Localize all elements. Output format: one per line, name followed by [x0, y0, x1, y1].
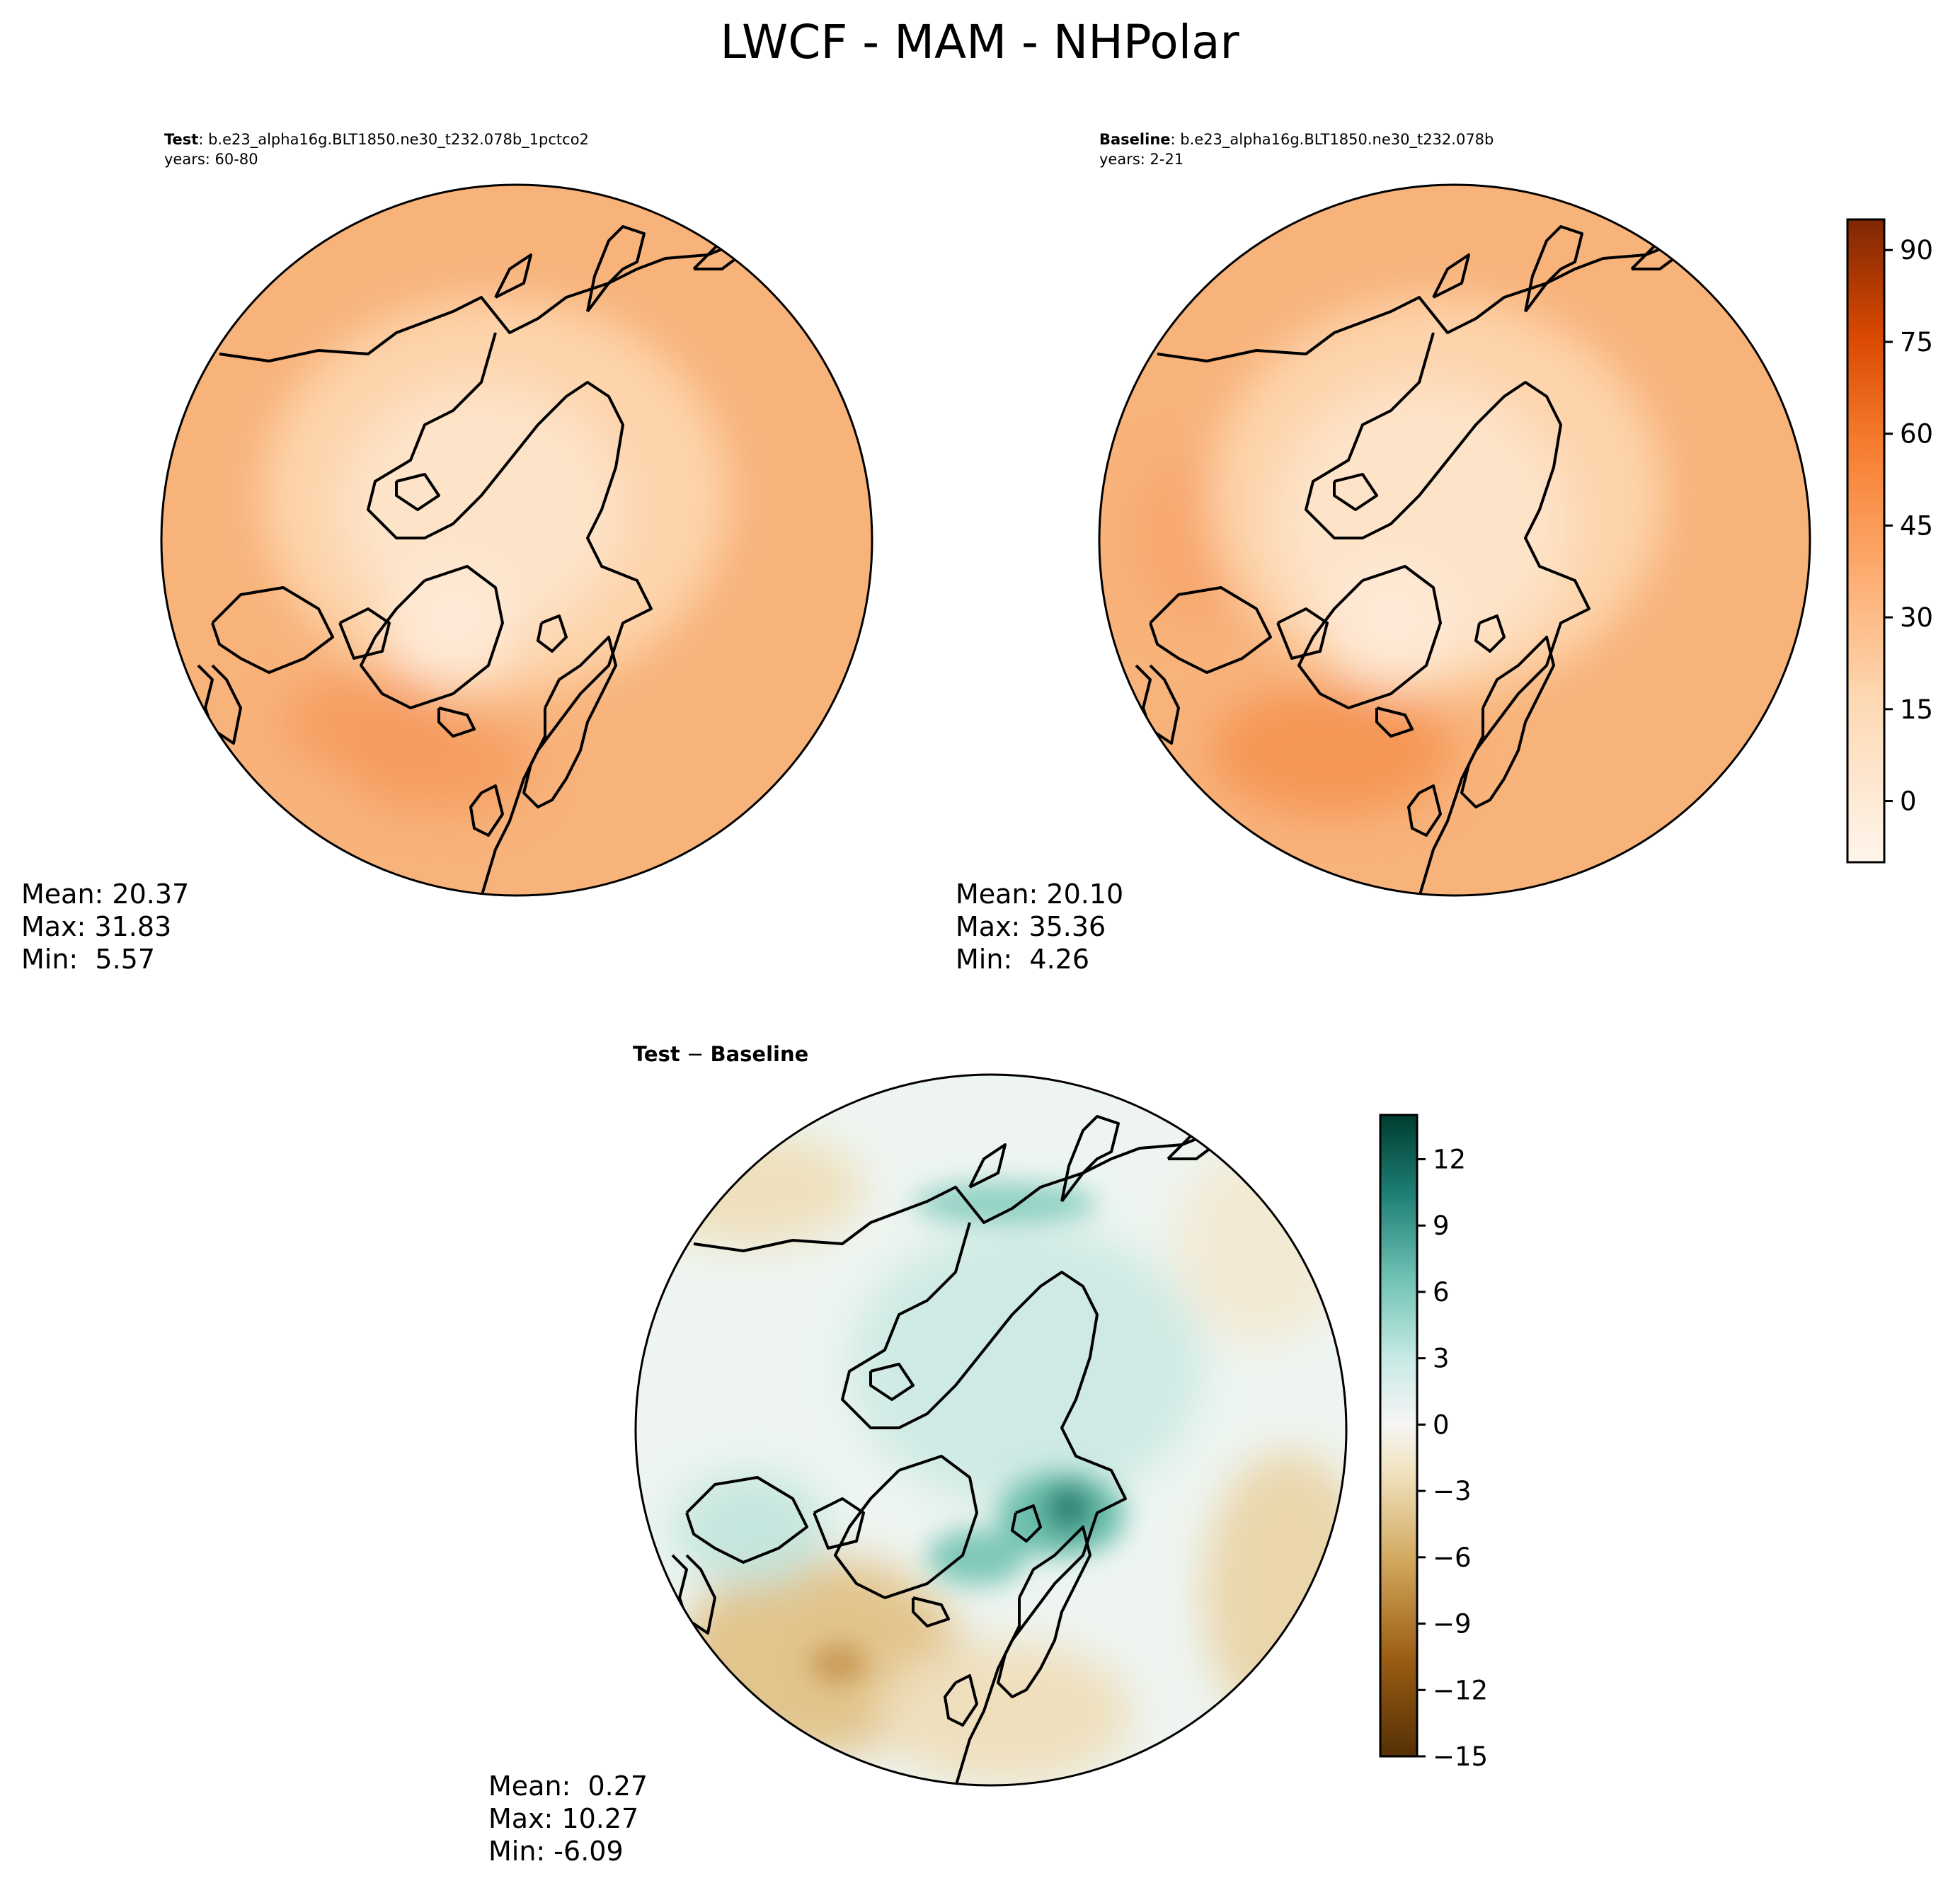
brbg-colorbar-tick-label: 3 — [1433, 1344, 1450, 1374]
diff-label-baseline: Baseline — [710, 1042, 808, 1066]
baseline-map-boundary — [1098, 183, 1811, 897]
baseline-field-warm-atlantic — [1210, 687, 1451, 814]
diff-field-brown-s — [878, 1642, 1133, 1784]
test-label-bold: Test — [164, 131, 198, 148]
figure-title: LWCF - MAM - NHPolar — [720, 15, 1239, 69]
diff-field-brown-core — [810, 1644, 867, 1683]
baseline-stat-max: Max: 35.36 — [956, 911, 1106, 942]
test-map — [161, 185, 872, 896]
baseline-years: years: 2-21 — [1099, 151, 1184, 168]
diff-map-boundary — [634, 1073, 1348, 1787]
test-panel: Test: b.e23_alpha16g.BLT1850.ne30_t232.0… — [21, 131, 873, 975]
brbg-colorbar-tick-label: −15 — [1433, 1741, 1488, 1772]
test-stat-min: Min: 5.57 — [21, 944, 155, 975]
baseline-field-greenland — [1327, 559, 1455, 687]
oranges-colorbar-frame — [1846, 218, 1886, 864]
diff-label-minus: − — [680, 1042, 711, 1066]
oranges-colorbar-tick-label: 0 — [1900, 786, 1917, 817]
baseline-map — [1099, 185, 1810, 896]
diff-label-test: Test — [633, 1042, 680, 1066]
brbg-colorbar-frame — [1379, 1114, 1419, 1758]
oranges-colorbar-tick-label: 75 — [1900, 327, 1933, 357]
diff-stat-mean: Mean: 0.27 — [488, 1770, 648, 1802]
diff-field-teal-band — [927, 1529, 1026, 1586]
brbg-colorbar-tick-label: 12 — [1433, 1144, 1466, 1174]
diff-field-teal-core — [1044, 1483, 1094, 1533]
brbg-colorbar-tick-label: 9 — [1433, 1211, 1450, 1241]
baseline-panel-label: Baseline: b.e23_alpha16g.BLT1850.ne30_t2… — [1099, 131, 1494, 149]
diff-stat-min: Min: -6.09 — [488, 1836, 624, 1867]
diff-field-teal-north — [913, 1182, 1097, 1225]
test-stat-mean: Mean: 20.37 — [21, 879, 189, 910]
oranges-colorbar-tick-label: 30 — [1900, 602, 1933, 633]
oranges-colorbar-ticks: 0 15 30 45 60 75 90 — [1884, 235, 1933, 817]
diff-field-teal-arctic — [849, 1225, 1203, 1508]
oranges-colorbar-tick-label: 15 — [1900, 694, 1933, 725]
baseline-stat-mean: Mean: 20.10 — [956, 879, 1123, 910]
diff-field-teal-west — [672, 1472, 828, 1586]
diff-field-brown-ne — [1175, 1147, 1345, 1345]
test-stat-max: Max: 31.83 — [21, 911, 171, 942]
brbg-colorbar-tick-label: 0 — [1433, 1409, 1450, 1440]
brbg-colorbar-tick-label: −3 — [1433, 1476, 1472, 1506]
diff-panel-label: Test − Baseline — [633, 1042, 808, 1066]
baseline-stat-min: Min: 4.26 — [956, 944, 1089, 975]
test-field-pole — [340, 382, 623, 637]
diff-field-brown-nw — [637, 1133, 864, 1246]
test-years: years: 60-80 — [164, 151, 258, 168]
baseline-label-case: : b.e23_alpha16g.BLT1850.ne30_t232.078b — [1171, 131, 1494, 149]
brbg-colorbar-tick-label: −6 — [1433, 1543, 1472, 1573]
oranges-colorbar-tick-label: 45 — [1900, 510, 1933, 541]
test-map-boundary — [160, 183, 873, 897]
baseline-panel: Baseline: b.e23_alpha16g.BLT1850.ne30_t2… — [956, 131, 1811, 975]
brbg-colorbar: −15 −12 −9 −6 −3 0 3 6 9 12 — [1379, 1114, 1488, 1772]
diff-panel: Test − Baseline — [488, 1042, 1348, 1867]
brbg-colorbar-tick-label: −12 — [1433, 1675, 1488, 1705]
oranges-colorbar: 0 15 30 45 60 75 90 — [1846, 218, 1933, 864]
brbg-colorbar-tick-label: −9 — [1433, 1609, 1472, 1640]
test-label-case: : b.e23_alpha16g.BLT1850.ne30_t232.078b_… — [198, 131, 589, 149]
diff-stat-max: Max: 10.27 — [488, 1803, 638, 1834]
test-field-greenland — [389, 559, 517, 687]
oranges-colorbar-fill — [1847, 219, 1884, 862]
brbg-colorbar-tick-label: 6 — [1433, 1277, 1450, 1308]
diff-field-brown-se — [1203, 1451, 1346, 1734]
brbg-colorbar-ticks: −15 −12 −9 −6 −3 0 3 6 9 12 — [1417, 1144, 1488, 1772]
test-field-warm-atlantic — [347, 715, 531, 814]
oranges-colorbar-tick-label: 90 — [1900, 235, 1933, 265]
baseline-label-bold: Baseline — [1099, 131, 1171, 148]
oranges-colorbar-tick-label: 60 — [1900, 419, 1933, 450]
diff-map — [636, 1075, 1346, 1785]
brbg-colorbar-fill — [1380, 1115, 1417, 1756]
test-panel-label: Test: b.e23_alpha16g.BLT1850.ne30_t232.0… — [164, 131, 589, 149]
